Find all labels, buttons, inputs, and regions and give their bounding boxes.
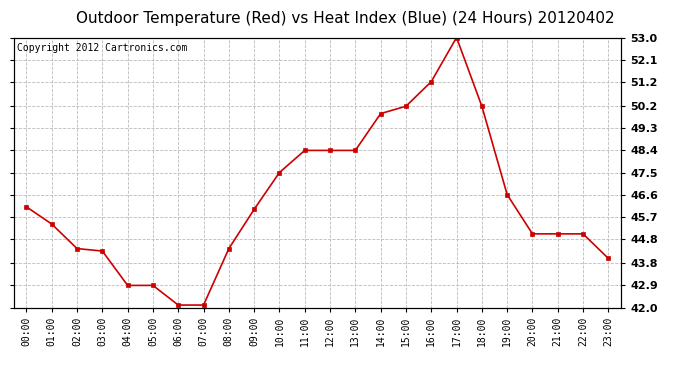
Text: Outdoor Temperature (Red) vs Heat Index (Blue) (24 Hours) 20120402: Outdoor Temperature (Red) vs Heat Index …: [76, 11, 614, 26]
Text: Copyright 2012 Cartronics.com: Copyright 2012 Cartronics.com: [17, 43, 187, 53]
